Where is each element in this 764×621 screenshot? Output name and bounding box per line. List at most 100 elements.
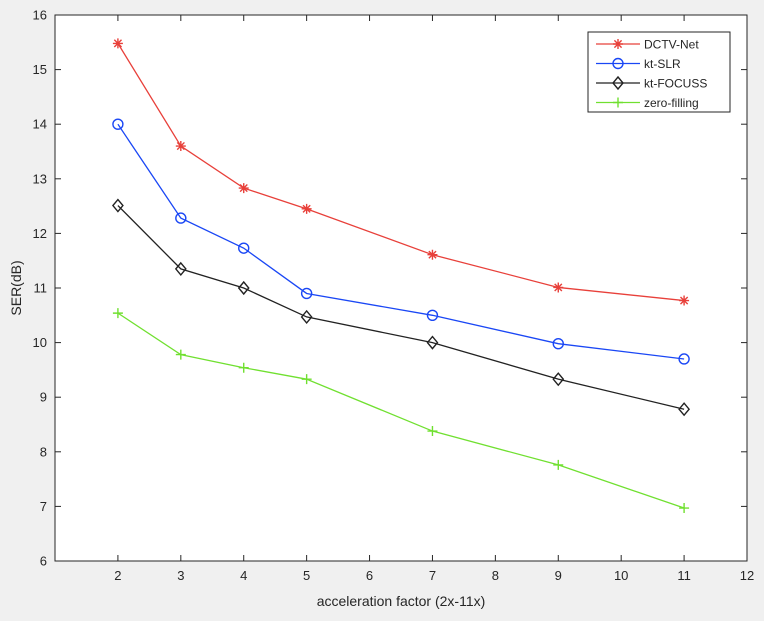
data-point-kt-focuss-shape [552, 372, 565, 387]
data-point-dctv-net [427, 249, 438, 260]
y-tick-label: 6 [40, 554, 47, 569]
data-point-kt-slr-shape [112, 118, 124, 130]
y-tick-label: 10 [33, 335, 47, 350]
x-axis-title: acceleration factor (2x-11x) [317, 593, 486, 609]
data-point-kt-slr-shape [552, 337, 564, 350]
data-point-zero-filling [112, 308, 123, 319]
data-point-zero-filling-shape [679, 503, 690, 514]
data-point-dctv-net [112, 38, 123, 49]
data-point-kt-focuss [174, 261, 187, 276]
y-tick-label: 16 [33, 8, 47, 23]
data-point-dctv-net [238, 183, 249, 194]
series-layer [111, 38, 691, 514]
data-point-dctv-net [301, 203, 312, 214]
x-tick-label: 5 [303, 568, 310, 583]
legend-marker-kt-slr-shape [612, 57, 624, 70]
data-point-kt-focuss-shape [300, 309, 313, 325]
data-point-kt-slr-shape [426, 309, 439, 321]
y-tick-label: 12 [33, 226, 47, 241]
data-point-kt-slr [426, 309, 439, 321]
data-point-kt-focuss [426, 335, 439, 350]
data-point-kt-focuss-shape [678, 402, 691, 417]
data-point-zero-filling-shape [175, 349, 186, 360]
x-tick-label: 2 [114, 568, 121, 583]
data-point-kt-slr-shape [238, 242, 250, 254]
series-line-kt-focuss [117, 205, 685, 410]
data-point-zero-filling-shape [238, 362, 249, 373]
data-point-kt-slr-shape [300, 287, 313, 300]
data-point-zero-filling [553, 459, 564, 470]
y-tick-label: 11 [34, 281, 48, 296]
x-tick-label: 8 [492, 568, 499, 583]
legend-label: DCTV-Net [644, 38, 699, 52]
data-point-kt-slr [300, 287, 313, 300]
x-tick-label: 4 [240, 568, 247, 583]
data-point-kt-focuss [237, 280, 250, 296]
legend-marker-dctv-net-shape [613, 39, 623, 49]
legend-marker-kt-slr [612, 57, 624, 70]
legend: DCTV-Net kt-SLR kt-FOCUSS zero-filling [587, 31, 731, 113]
legend-label: kt-SLR [644, 57, 681, 71]
data-point-zero-filling-shape [301, 374, 312, 385]
y-tick-label: 8 [40, 444, 47, 459]
data-point-zero-filling [427, 426, 438, 437]
data-point-kt-slr-shape [678, 353, 690, 365]
data-point-zero-filling [175, 349, 186, 360]
legend-marker-zero-filling [613, 97, 623, 108]
data-point-zero-filling-shape [553, 459, 564, 470]
data-point-kt-slr [112, 118, 124, 130]
data-point-dctv-net-shape [112, 38, 123, 49]
data-point-kt-slr-shape [175, 212, 187, 224]
legend-label: zero-filling [644, 96, 699, 110]
x-tick-label: 6 [366, 568, 373, 583]
data-point-dctv-net [553, 282, 564, 293]
plot-frame [54, 14, 748, 562]
data-point-zero-filling-shape [427, 426, 438, 437]
data-point-kt-focuss [678, 402, 691, 417]
y-tick-label: 15 [33, 62, 47, 77]
data-point-kt-focuss-shape [426, 335, 439, 350]
data-point-kt-focuss [300, 309, 313, 325]
legend-marker-dctv-net [613, 39, 623, 49]
legend-marker-zero-filling-shape [613, 97, 623, 108]
data-point-kt-focuss-shape [111, 198, 124, 213]
data-point-dctv-net-shape [301, 203, 312, 214]
data-point-dctv-net [679, 295, 690, 306]
y-tick-label: 9 [40, 390, 47, 405]
legend-label: kt-FOCUSS [644, 77, 707, 91]
x-tick-label: 12 [740, 568, 754, 583]
data-point-dctv-net [175, 141, 186, 152]
x-tick-label: 10 [614, 568, 628, 583]
data-point-kt-slr [238, 242, 250, 254]
data-point-zero-filling [679, 503, 690, 514]
series-line-kt-slr [117, 123, 685, 360]
y-axis-title: SER(dB) [8, 260, 24, 315]
data-point-dctv-net-shape [679, 295, 690, 306]
y-tick-label: 13 [33, 171, 47, 186]
data-point-dctv-net-shape [553, 282, 564, 293]
data-point-kt-focuss [111, 198, 124, 213]
data-point-kt-focuss [552, 372, 565, 387]
x-tick-label: 11 [677, 568, 691, 583]
data-point-dctv-net-shape [175, 141, 186, 152]
data-point-kt-slr [175, 212, 187, 224]
legend-marker-kt-focuss [612, 75, 624, 91]
data-point-dctv-net-shape [238, 183, 249, 194]
data-point-dctv-net-shape [427, 249, 438, 260]
x-tick-label: 3 [177, 568, 184, 583]
x-tick-label: 9 [555, 568, 562, 583]
y-tick-label: 7 [40, 499, 47, 514]
data-point-kt-focuss-shape [237, 280, 250, 296]
legend-marker-kt-focuss-shape [612, 75, 624, 91]
y-tick-label: 14 [33, 117, 47, 132]
data-point-kt-focuss-shape [174, 261, 187, 276]
data-point-zero-filling [238, 362, 249, 373]
data-point-zero-filling [301, 374, 312, 385]
data-point-zero-filling-shape [112, 308, 123, 319]
data-point-kt-slr [678, 353, 690, 365]
x-tick-label: 7 [429, 568, 436, 583]
data-point-kt-slr [552, 337, 564, 350]
axis-ticks: 2 3 4 5 6 7 8 9 10 11 12 6 7 8 9 10 11 12 13 14 15 16 [33, 8, 755, 584]
